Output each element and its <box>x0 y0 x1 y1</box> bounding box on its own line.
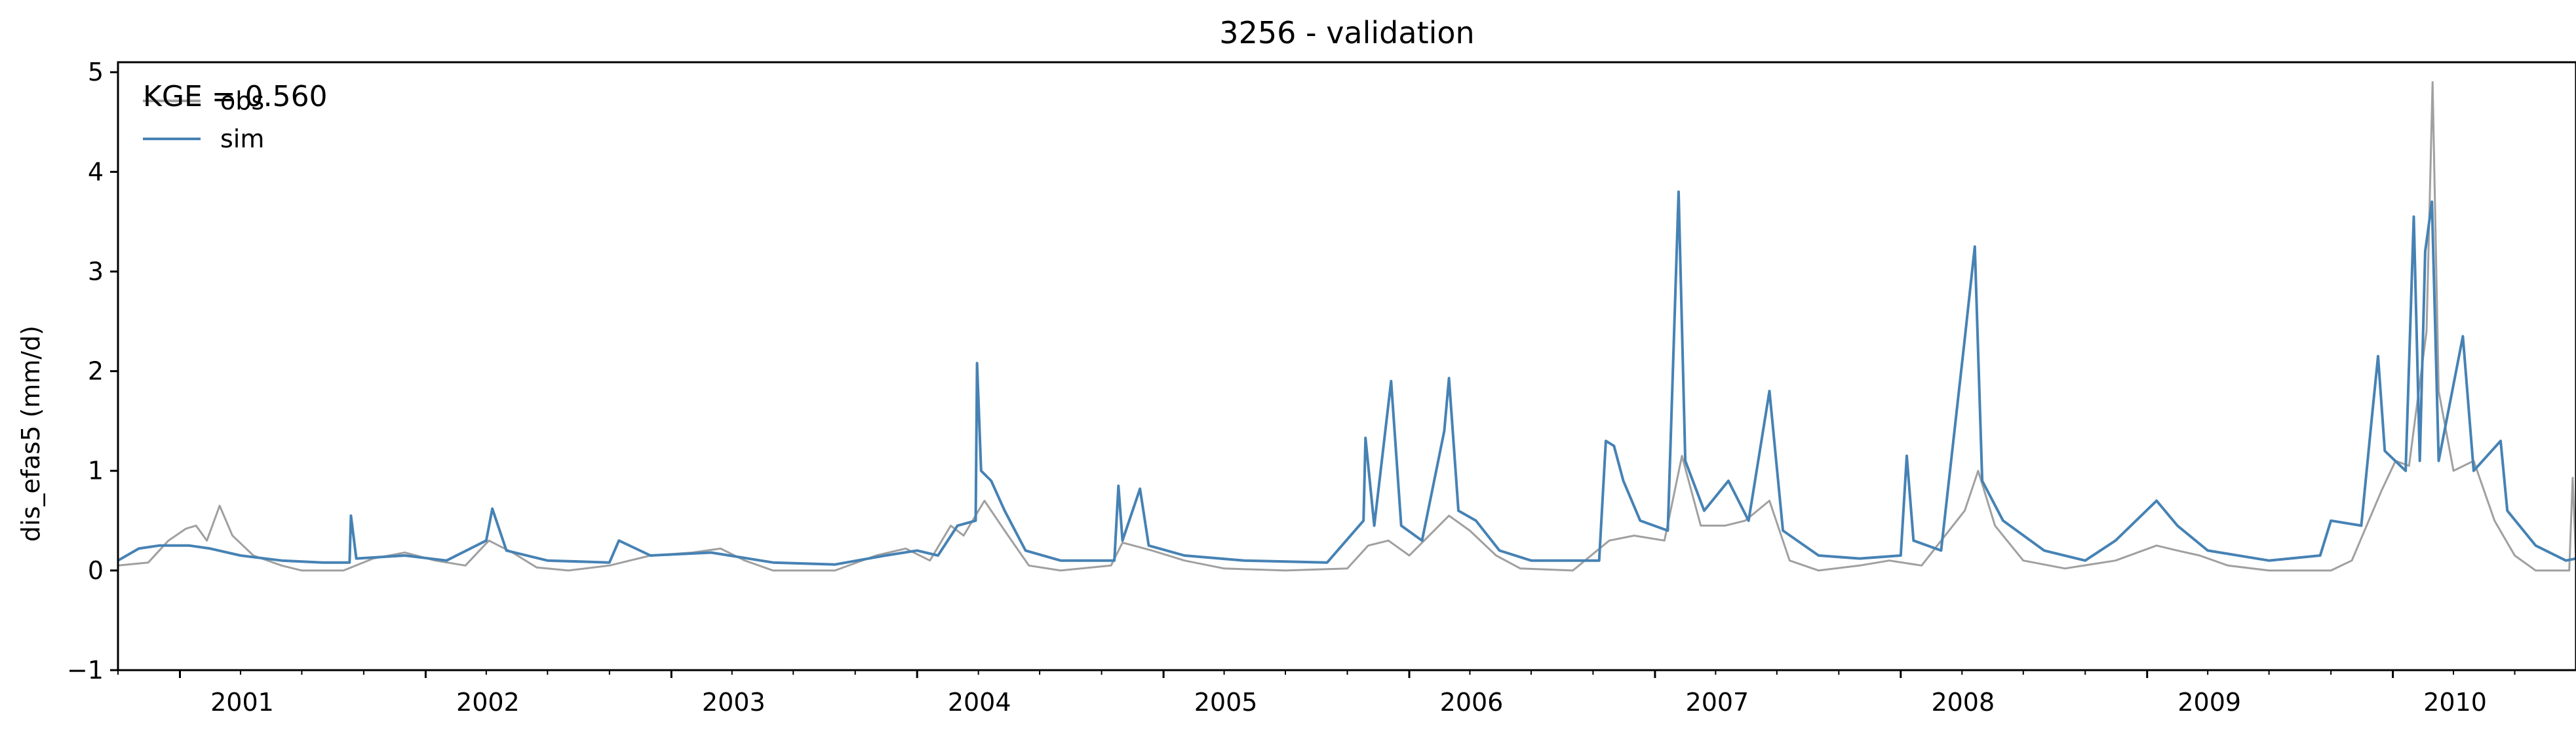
x-tick-label: 2005 <box>1194 688 1258 717</box>
chart-title: 3256 - validation <box>1219 15 1474 50</box>
y-tick-label: 3 <box>88 257 104 286</box>
y-tick-label: 2 <box>88 357 104 386</box>
y-axis-label: dis_efas5 (mm/d) <box>16 326 45 542</box>
x-tick-label: 2007 <box>1686 688 1749 717</box>
y-tick-label: −1 <box>67 656 104 685</box>
kge-annotation: KGE = 0.560 <box>143 80 328 113</box>
legend: obs sim <box>143 86 264 153</box>
x-tick-label: 2002 <box>456 688 520 717</box>
y-tick-label: 5 <box>88 58 104 86</box>
x-tick-label: 2003 <box>702 688 766 717</box>
y-tick-label: 4 <box>88 157 104 186</box>
y-tick-label: 1 <box>88 457 104 485</box>
legend-label-obs: obs <box>220 86 264 115</box>
series-line-sim <box>118 190 2576 566</box>
x-tick-label: 2008 <box>1931 688 1995 717</box>
x-tick-label: 2001 <box>210 688 274 717</box>
x-tick-label: 2010 <box>2423 688 2487 717</box>
series-line-obs <box>118 81 2576 572</box>
series-layer <box>118 81 2576 572</box>
x-tick-label: 2009 <box>2177 688 2241 717</box>
x-tick-label: 2006 <box>1440 688 1504 717</box>
y-axis-ticks: −1 0 1 2 3 4 5 <box>67 58 118 685</box>
x-axis-ticks: 2001 2002 2003 2004 2005 2006 2007 2008 2009 2010 <box>117 670 2516 717</box>
x-tick-label: 2004 <box>948 688 1011 717</box>
y-tick-label: 0 <box>88 556 104 585</box>
legend-label-sim: sim <box>220 124 264 153</box>
